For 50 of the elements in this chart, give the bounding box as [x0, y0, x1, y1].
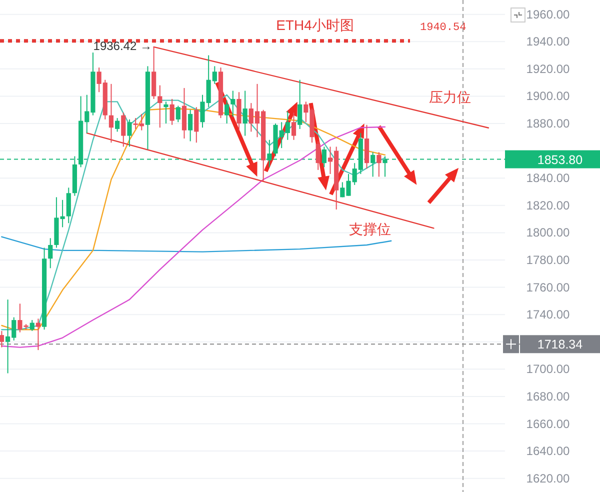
y-tick-label: 1760.00: [526, 280, 570, 294]
y-tick-label: 1660.00: [526, 416, 570, 431]
candlestick: [170, 98, 174, 126]
y-tick-label: 1840.00: [526, 171, 570, 186]
candlestick: [298, 79, 302, 130]
candlestick: [242, 90, 248, 136]
candlestick: [127, 118, 132, 148]
annotation: 压力位: [429, 89, 471, 105]
text: ETH4小时图: [276, 17, 354, 33]
candlestick: [164, 101, 168, 124]
y-tick-label: 1920.00: [526, 62, 570, 76]
ref-line-label: 1940.54: [420, 22, 467, 34]
y-tick-label: 1960.00: [526, 7, 570, 22]
price-label: 1853.80: [505, 150, 600, 168]
candlestick: [194, 106, 199, 144]
candlestick: [48, 238, 53, 269]
line-series: [1, 236, 392, 252]
y-tick-label: 1740.00: [526, 308, 570, 322]
candlestick: [188, 109, 193, 142]
y-tick-label: 1680.00: [526, 389, 570, 404]
y-tick-label: 1640.00: [526, 444, 570, 458]
price-label: 1718.34: [503, 335, 600, 354]
candlestick: [30, 320, 34, 332]
annotation: 支撑位: [349, 221, 391, 237]
candlestick: [376, 152, 382, 178]
candlestick: [224, 100, 230, 124]
y-tick-label: 1820.00: [526, 198, 570, 212]
ref-line-label: 1718.34: [537, 338, 583, 352]
annotation: 1936.42 →: [93, 39, 152, 53]
y-tick-label: 1900.00: [526, 89, 570, 104]
candlestick: [291, 112, 296, 140]
y-tick-label: 1620.00: [526, 471, 570, 486]
candlestick: [115, 118, 120, 132]
y-tick-label: 1700.00: [526, 362, 570, 376]
ref-line-label: 1853.80: [537, 152, 583, 167]
candlestick: [322, 146, 326, 168]
candlestick: [230, 90, 236, 118]
candlestick: [36, 318, 41, 351]
candlestick: [0, 330, 4, 348]
candlestick: [66, 187, 71, 224]
y-tick-label: 1940.00: [526, 34, 570, 49]
candlestick: [370, 152, 376, 178]
candlestick: [176, 105, 180, 123]
candlestick: [316, 140, 320, 170]
y-tick-label: 1880.00: [526, 116, 570, 131]
candlestick: [121, 112, 126, 148]
y-tick-label: 1780.00: [526, 252, 570, 267]
candlestick: [108, 83, 114, 144]
y-tick-label: 1800.00: [526, 226, 570, 240]
candlestick: [158, 84, 162, 128]
